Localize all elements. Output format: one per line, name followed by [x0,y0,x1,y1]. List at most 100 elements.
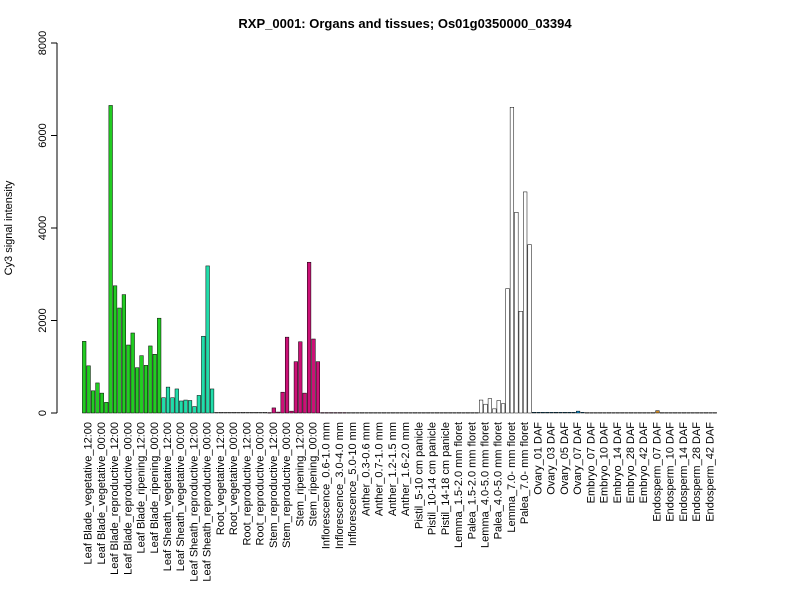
bar [121,294,126,414]
bar [703,412,709,414]
bar [404,412,409,414]
bar [651,412,656,414]
bar [342,412,347,414]
bar [712,412,717,414]
x-tick-label: Root_vegetative_00:00 [228,422,240,535]
bar [708,412,713,414]
x-tick-label: Endosperm_10 DAF [665,422,677,522]
bar [271,407,276,414]
x-tick-label: Palea_4.0-5.0 mm floret [493,422,505,539]
x-tick-label: Inflorescence_5.0-10 mm [347,422,359,546]
y-tick-label: 6000 [37,123,49,147]
bar [276,411,281,414]
bar [655,410,660,414]
bar [461,412,466,414]
bar [549,412,554,414]
bar [148,345,153,414]
x-tick-label: Endosperm_42 DAF [704,422,716,522]
bar [130,332,135,414]
bar [311,338,316,414]
bar [624,412,629,414]
bar [232,412,237,414]
bar [628,412,634,414]
bar [465,412,470,414]
bar [324,412,329,414]
bar [417,412,422,414]
bar [567,412,572,414]
x-tick-label: Leaf Blade_reproductive_12:00 [109,422,121,575]
bar [143,365,149,414]
bar [368,412,373,414]
bar [470,412,475,414]
x-tick-label: Endosperm_07 DAF [651,422,663,522]
bar [690,412,695,414]
bar [673,412,678,414]
bar [633,412,638,414]
bar [152,354,157,414]
bar [523,191,528,414]
x-tick-label: Leaf Blade_ripening_12:00 [136,422,148,554]
x-tick-label: Stem_reproductive_00:00 [281,422,293,548]
x-tick-label: Palea_7.0- mm floret [519,422,531,524]
bar [351,412,356,414]
bar [483,403,488,414]
x-tick-label: Ovary_01 DAF [532,422,544,495]
bar [426,412,431,414]
bar [553,412,559,414]
bar [86,365,91,414]
bar [337,412,343,414]
bar [686,412,691,414]
bar [487,398,492,414]
x-tick-label: Stem_reproductive_12:00 [268,422,280,548]
bar [443,412,448,414]
bar [179,400,184,414]
bar [161,397,166,414]
x-tick-label: Pistil_14-18 cm panicle [440,422,452,535]
bar [236,412,241,414]
bar [602,412,607,414]
bar [364,412,369,414]
bar [99,392,104,414]
x-tick-label: Embryo_14 DAF [612,422,624,504]
x-tick-label: Stem_ripening_00:00 [308,422,320,527]
bar [223,412,228,414]
bar [284,336,290,414]
bar [183,399,188,414]
bar [399,412,404,414]
bar [615,412,620,414]
x-tick-label: Palea_1.5-2.0 mm floret [466,422,478,539]
bar [104,402,109,414]
bar [240,412,246,414]
bar [95,382,100,414]
x-tick-label: Leaf Sheath_reproductive_12:00 [188,422,200,582]
bar [593,412,598,414]
bar [589,412,594,414]
bar [333,412,338,414]
x-tick-label: Leaf Blade_reproductive_00:00 [122,422,134,575]
x-tick-label: Embryo_07 DAF [585,422,597,504]
x-tick-label: Lemma_7.0- mm floret [506,422,518,533]
bar [196,395,201,414]
bar [637,412,642,414]
bar [408,412,413,414]
bar [505,288,510,414]
bar [289,410,294,414]
x-tick-label: Embryo_28 DAF [625,422,637,504]
bar [249,412,254,414]
bar [584,412,589,414]
y-tick-label: 2000 [37,308,49,332]
bar [434,412,440,414]
x-tick-label: Leaf Blade_ripening_00:00 [149,422,161,554]
bar [170,397,175,414]
bar [346,412,351,414]
bar [113,285,118,414]
bar [474,412,479,414]
x-tick-label: Lemma_1.5-2.0 mm floret [453,422,465,548]
bar [135,367,140,414]
bar [298,341,303,414]
x-tick-label: Lemma_4.0-5.0 mm floret [479,422,491,548]
chart-title: RXP_0001: Organs and tissues; Os01g03500… [238,16,572,31]
x-tick-label: Embryo_10 DAF [599,422,611,504]
bar [545,412,550,414]
bar [329,412,334,414]
